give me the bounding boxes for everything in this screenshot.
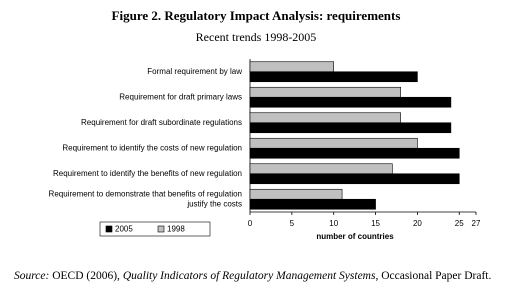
bar (249, 86, 401, 98)
bar (249, 71, 418, 83)
x-tick-label: 10 (329, 219, 338, 228)
x-tick-label: 27 (472, 219, 481, 228)
y-tick-label: Requirement to demonstrate that benefits… (49, 189, 242, 198)
legend-swatch (157, 225, 165, 233)
chart-title: Figure 2. Regulatory Impact Analysis: re… (112, 8, 401, 23)
y-tick-label: Requirement for draft subordinate regula… (81, 118, 242, 127)
source-title: Quality Indicators of Regulatory Managem… (122, 270, 376, 282)
bar (249, 198, 376, 210)
bar (249, 61, 335, 73)
x-tick-label: 20 (413, 219, 422, 228)
bar (249, 137, 418, 149)
legend-box (99, 221, 211, 237)
source-label: Source: (14, 270, 50, 282)
y-tick-label: Requirement to identify the benefits of … (53, 169, 242, 178)
chart-subtitle: Recent trends 1998-2005 (196, 30, 317, 44)
bar (249, 122, 452, 134)
bar (249, 163, 393, 175)
y-tick-label: justify the costs (186, 199, 242, 208)
bar (249, 188, 343, 200)
y-tick-label: Formal requirement by law (147, 67, 242, 76)
x-tick-label: 15 (371, 219, 380, 228)
source-tail: , Occasional Paper Draft. (375, 270, 492, 282)
legend-swatch (105, 225, 113, 233)
bar (249, 96, 452, 108)
bar (249, 147, 460, 159)
chart: Figure 2. Regulatory Impact Analysis: re… (49, 8, 481, 241)
source-note: Source: OECD (2006), Quality Indicators … (14, 270, 491, 282)
bar (249, 173, 460, 185)
y-tick-label: Requirement for draft primary laws (119, 92, 242, 101)
bar (249, 112, 401, 124)
x-tick-label: 0 (248, 219, 253, 228)
x-tick-label: 5 (290, 219, 295, 228)
x-axis-label: number of countries (316, 232, 394, 241)
source-text: OECD (2006), (52, 270, 120, 282)
legend-label: 2005 (115, 225, 133, 234)
x-tick-label: 25 (455, 219, 464, 228)
y-tick-label: Requirement to identify the costs of new… (62, 143, 242, 152)
legend-label: 1998 (167, 225, 185, 234)
